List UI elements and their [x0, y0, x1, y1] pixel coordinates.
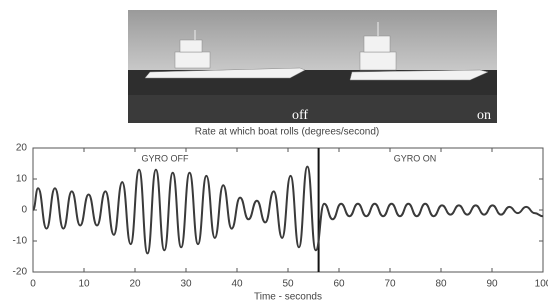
x-tick-label: 90: [486, 279, 498, 290]
y-tick-label: -10: [13, 236, 28, 247]
photo-label: off: [292, 108, 308, 123]
x-tick-label: 20: [129, 279, 141, 290]
x-tick-label: 70: [384, 279, 396, 290]
y-tick-label: 0: [21, 205, 27, 216]
chart-title: Rate at which boat rolls (degrees/second…: [195, 127, 380, 138]
photo: off on: [128, 10, 497, 123]
annotation: GYRO ON: [394, 153, 437, 163]
x-tick-label: 0: [30, 279, 36, 290]
y-tick-label: 10: [16, 174, 28, 185]
x-tick-label: 40: [231, 279, 243, 290]
y-tick-label: -20: [13, 267, 28, 278]
x-tick-label: 80: [435, 279, 447, 290]
x-tick-label: 60: [333, 279, 345, 290]
y-tick-label: 20: [16, 143, 28, 154]
annotation: GYRO OFF: [142, 153, 190, 163]
x-tick-label: 100: [535, 279, 548, 290]
x-axis-label: Time - seconds: [254, 292, 322, 303]
page: off on Rate at which boat rolls (degrees…: [0, 0, 548, 304]
x-tick-label: 30: [180, 279, 192, 290]
photo-label: on: [477, 108, 491, 123]
x-tick-label: 50: [282, 279, 294, 290]
series-line: [33, 167, 543, 254]
x-tick-label: 10: [78, 279, 90, 290]
